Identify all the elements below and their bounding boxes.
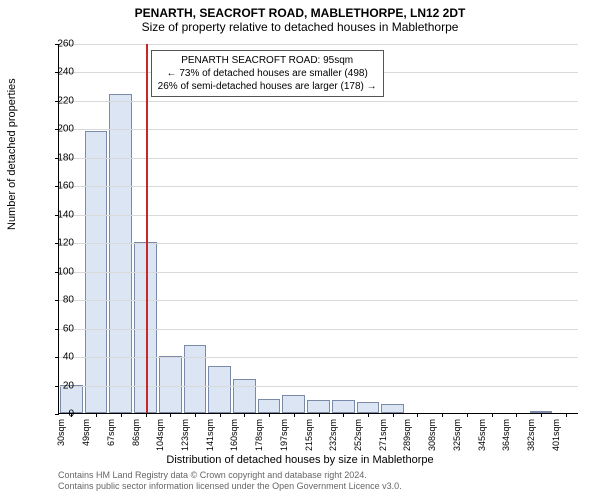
footnote-line-2: Contains public sector information licen… (58, 481, 402, 492)
x-tick-mark (566, 413, 567, 417)
x-tick-label: 382sqm (526, 419, 536, 451)
grid-line (59, 44, 578, 45)
x-tick-mark (343, 413, 344, 417)
y-tick-label: 160 (34, 181, 74, 192)
footnote: Contains HM Land Registry data © Crown c… (58, 470, 402, 492)
bar (208, 366, 231, 413)
chart-title-sub: Size of property relative to detached ho… (0, 20, 600, 34)
y-tick-label: 260 (34, 39, 74, 50)
y-tick-label: 140 (34, 209, 74, 220)
annotation-box: PENARTH SEACROFT ROAD: 95sqm← 73% of det… (151, 50, 384, 97)
chart-title-main: PENARTH, SEACROFT ROAD, MABLETHORPE, LN1… (0, 6, 600, 20)
bar (109, 94, 132, 413)
x-tick-mark (442, 413, 443, 417)
y-tick-label: 240 (34, 67, 74, 78)
x-tick-label: 271sqm (378, 419, 388, 451)
grid-line (59, 101, 578, 102)
x-tick-mark (96, 413, 97, 417)
grid-line (59, 386, 578, 387)
x-tick-mark (541, 413, 542, 417)
y-axis-label: Number of detached properties (6, 78, 18, 230)
x-tick-mark (492, 413, 493, 417)
bar (184, 345, 207, 413)
grid-line (59, 215, 578, 216)
x-tick-label: 49sqm (81, 419, 91, 446)
x-tick-mark (146, 413, 147, 417)
grid-line (59, 272, 578, 273)
x-tick-label: 364sqm (501, 419, 511, 451)
x-tick-label: 30sqm (56, 419, 66, 446)
x-tick-mark (319, 413, 320, 417)
grid-line (59, 158, 578, 159)
bar (258, 399, 281, 413)
x-tick-mark (467, 413, 468, 417)
bar (282, 395, 305, 414)
bar (233, 379, 256, 413)
bar (307, 400, 330, 413)
x-tick-mark (244, 413, 245, 417)
y-tick-label: 220 (34, 95, 74, 106)
x-tick-mark (170, 413, 171, 417)
x-tick-label: 308sqm (427, 419, 437, 451)
x-tick-label: 215sqm (304, 419, 314, 451)
bar (357, 402, 380, 413)
x-tick-label: 123sqm (180, 419, 190, 451)
y-tick-label: 120 (34, 238, 74, 249)
annotation-line: PENARTH SEACROFT ROAD: 95sqm (158, 54, 377, 67)
x-tick-mark (393, 413, 394, 417)
x-tick-label: 67sqm (106, 419, 116, 446)
x-tick-label: 232sqm (328, 419, 338, 451)
x-tick-mark (195, 413, 196, 417)
y-tick-label: 40 (34, 352, 74, 363)
x-tick-label: 178sqm (254, 419, 264, 451)
bar (332, 400, 355, 413)
y-tick-label: 80 (34, 295, 74, 306)
x-tick-label: 197sqm (279, 419, 289, 451)
footnote-line-1: Contains HM Land Registry data © Crown c… (58, 470, 402, 481)
annotation-line: 26% of semi-detached houses are larger (… (158, 80, 377, 93)
x-tick-mark (368, 413, 369, 417)
y-tick-label: 20 (34, 380, 74, 391)
grid-line (59, 300, 578, 301)
x-tick-mark (516, 413, 517, 417)
y-tick-label: 0 (34, 409, 74, 420)
x-tick-label: 104sqm (155, 419, 165, 451)
annotation-line: ← 73% of detached houses are smaller (49… (158, 67, 377, 80)
x-tick-label: 289sqm (402, 419, 412, 451)
grid-line (59, 129, 578, 130)
plot-area: 30sqm49sqm67sqm86sqm104sqm123sqm141sqm16… (58, 44, 578, 414)
y-tick-label: 200 (34, 124, 74, 135)
x-tick-label: 401sqm (551, 419, 561, 451)
grid-line (59, 329, 578, 330)
x-tick-label: 160sqm (229, 419, 239, 451)
y-tick-label: 60 (34, 323, 74, 334)
x-tick-mark (269, 413, 270, 417)
grid-line (59, 357, 578, 358)
x-tick-mark (294, 413, 295, 417)
x-axis-label: Distribution of detached houses by size … (0, 454, 600, 466)
grid-line (59, 243, 578, 244)
chart-title-block: PENARTH, SEACROFT ROAD, MABLETHORPE, LN1… (0, 0, 600, 34)
x-tick-label: 325sqm (452, 419, 462, 451)
bar (381, 404, 404, 413)
bar (159, 356, 182, 413)
x-tick-mark (417, 413, 418, 417)
x-tick-label: 86sqm (131, 419, 141, 446)
x-tick-mark (220, 413, 221, 417)
grid-line (59, 186, 578, 187)
x-tick-label: 141sqm (205, 419, 215, 451)
y-tick-label: 100 (34, 266, 74, 277)
reference-line (146, 44, 148, 413)
y-tick-label: 180 (34, 152, 74, 163)
x-tick-label: 345sqm (477, 419, 487, 451)
x-tick-mark (121, 413, 122, 417)
x-tick-label: 252sqm (353, 419, 363, 451)
